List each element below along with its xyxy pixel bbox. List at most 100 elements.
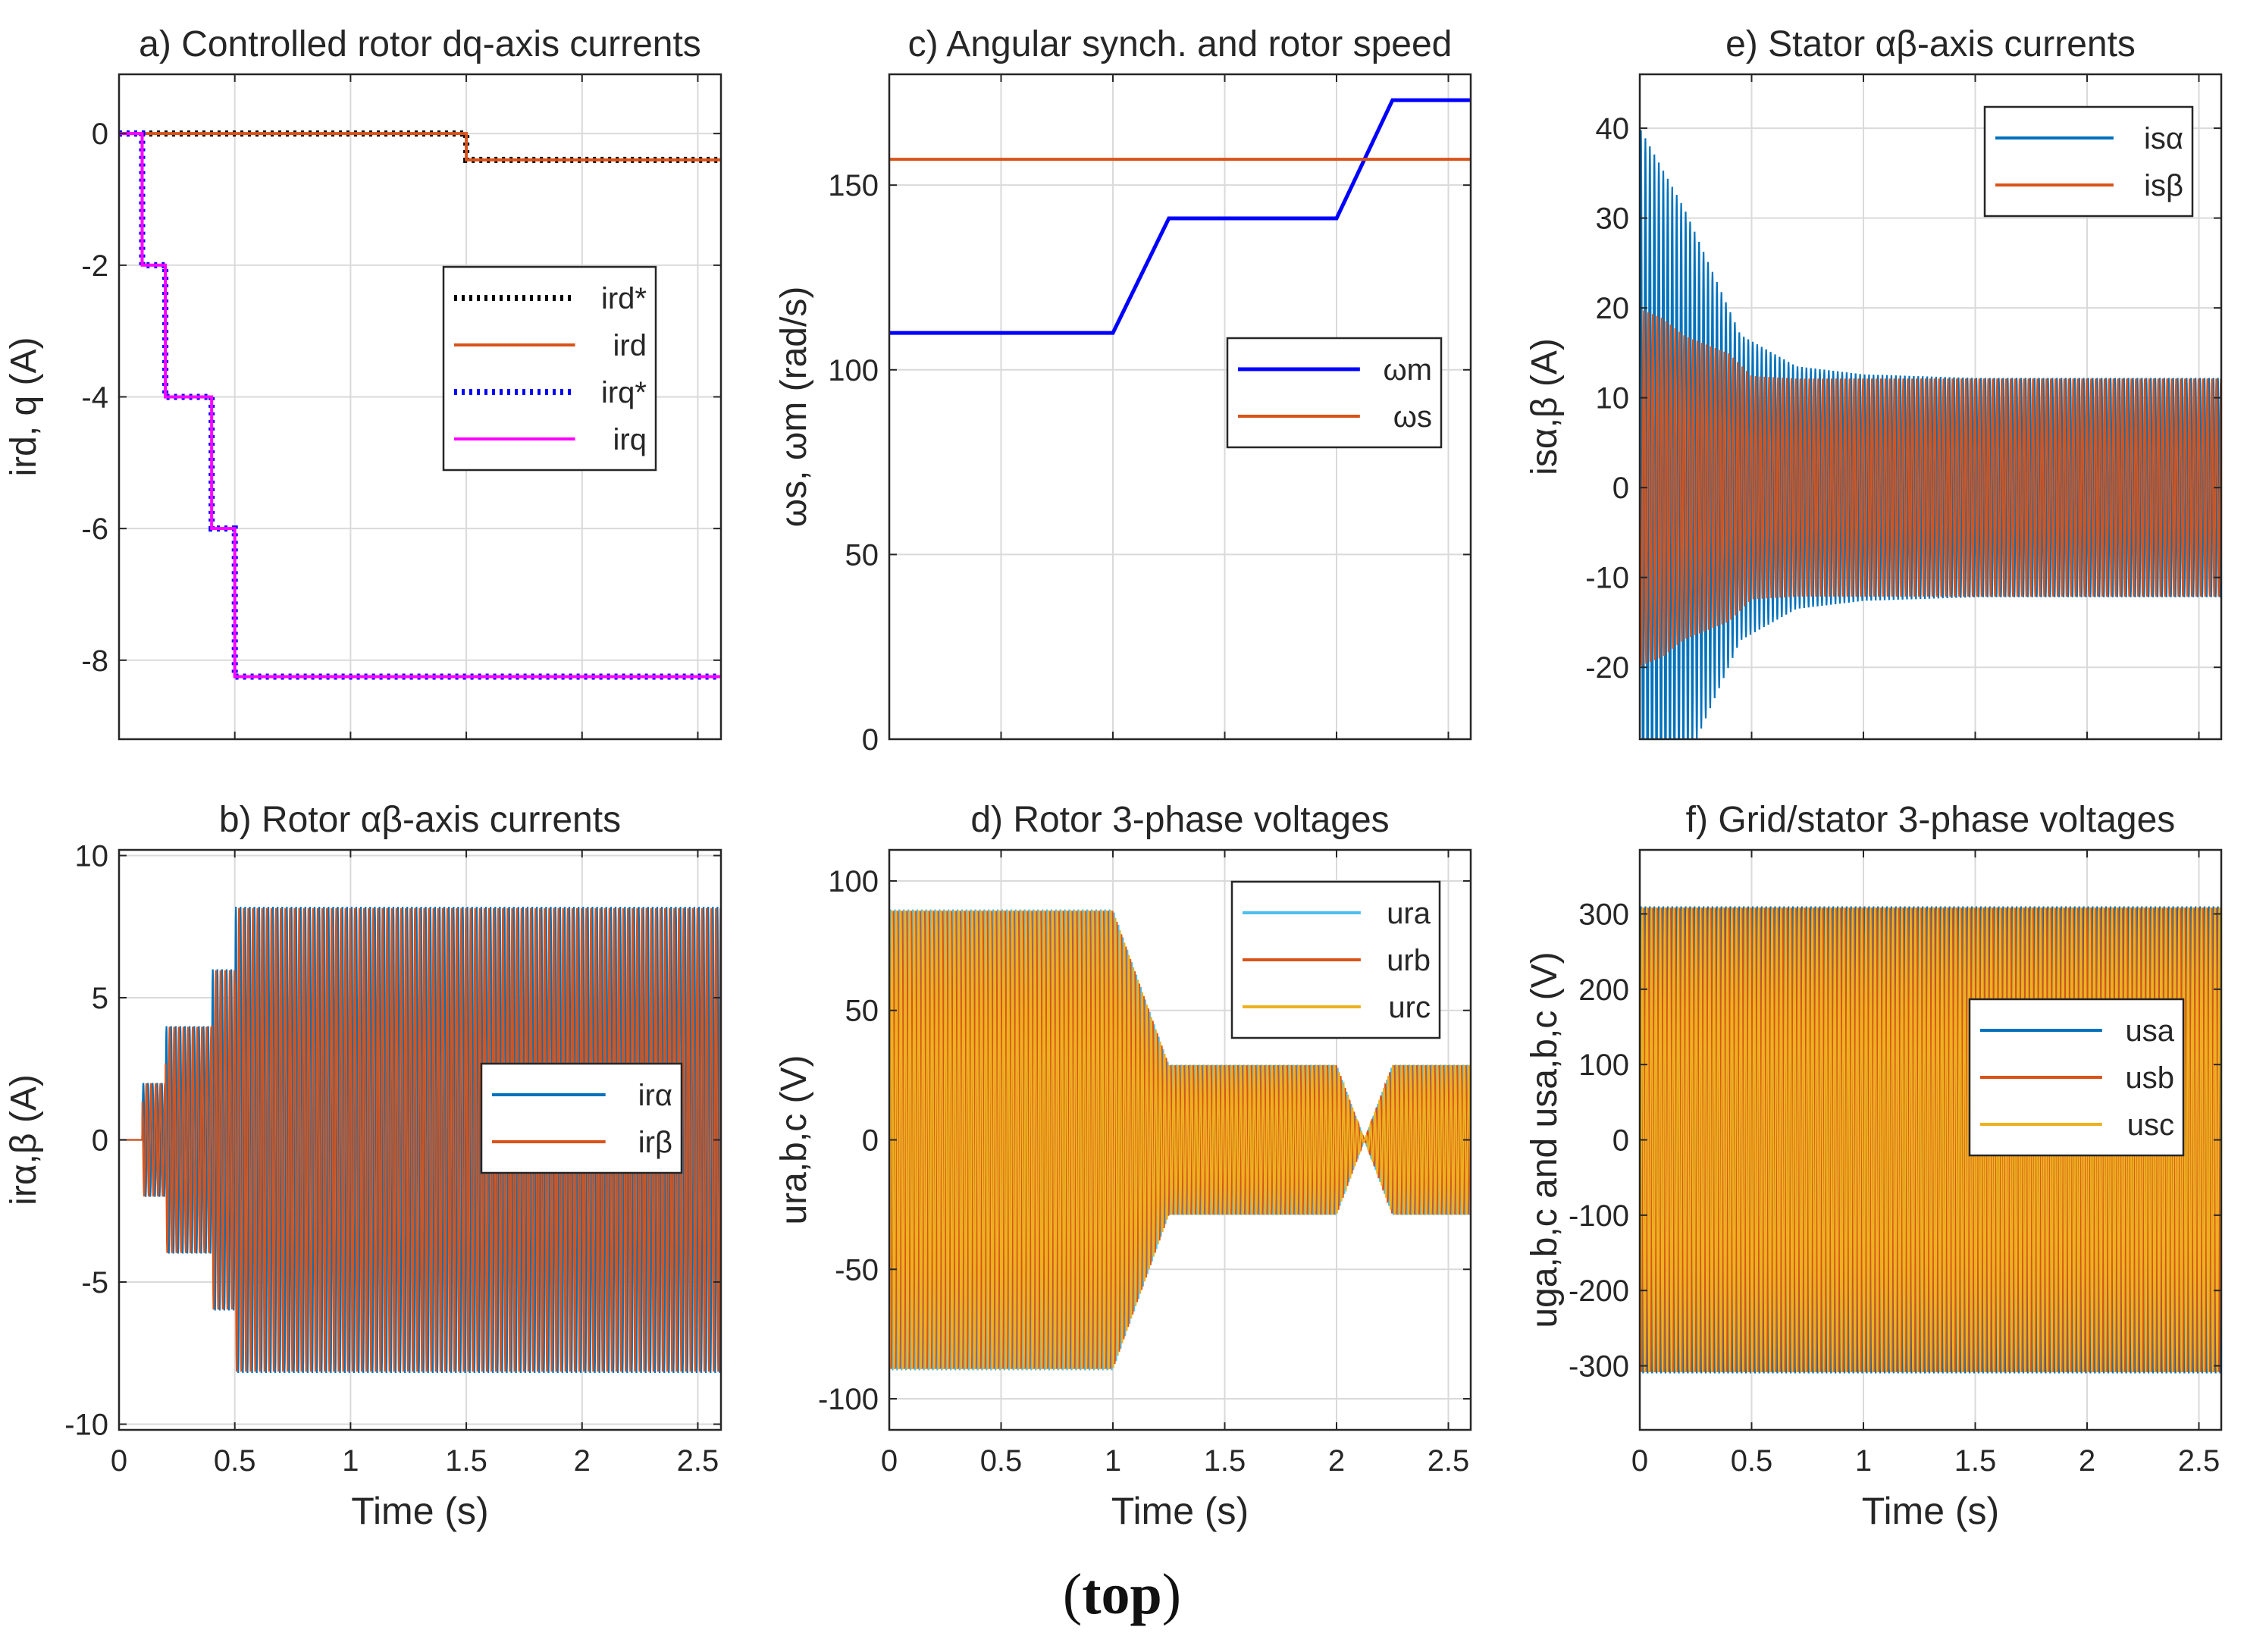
chart-title: c) Angular synch. and rotor speed (908, 24, 1453, 64)
legend-label: irq (613, 423, 647, 456)
x-tick-label: 0.5 (214, 1444, 256, 1478)
chart-title: b) Rotor αβ-axis currents (219, 800, 621, 840)
legend-label: isα (2144, 122, 2183, 155)
legend-label: usb (2126, 1061, 2175, 1095)
x-tick-label: 2 (574, 1444, 591, 1478)
y-tick-label: -20 (1585, 651, 1629, 685)
x-tick-label: 0 (1631, 1444, 1648, 1478)
y-tick-label: 0 (1612, 472, 1629, 505)
y-tick-label: -50 (835, 1253, 879, 1287)
x-tick-label: 0.5 (1731, 1444, 1773, 1478)
legend: ura urb urc (1230, 880, 1441, 1039)
axes-frame (118, 73, 722, 741)
y-tick-label: -6 (81, 513, 108, 546)
x-tick-label: 1.5 (1954, 1444, 1997, 1478)
y-tick-label: 100 (828, 865, 879, 898)
series-line-irβ (119, 908, 721, 1372)
chart-panel-a: 0 -2 -4 -6 -8 a) Controlled rotor dq-axis cur… (4, 24, 722, 741)
series-line-ird (119, 132, 721, 161)
x-tick-label: 1 (1105, 1444, 1121, 1478)
y-tick-label: 200 (1578, 973, 1629, 1007)
chart-title: d) Rotor 3-phase voltages (970, 800, 1389, 840)
y-axis-label: ωs, ωm (rad/s) (774, 287, 814, 528)
legend: ωm ωs (1226, 337, 1443, 449)
x-tick-label: 1.5 (445, 1444, 487, 1478)
y-tick-label: 40 (1596, 112, 1630, 146)
x-tick-label: 0.5 (980, 1444, 1023, 1478)
x-tick-label: 2.5 (2178, 1444, 2220, 1478)
x-axis-label: Time (s) (351, 1490, 488, 1532)
y-tick-label: -300 (1569, 1350, 1629, 1384)
y-axis-label: irα,β (A) (4, 1074, 44, 1205)
x-axis-label: Time (s) (1862, 1490, 1999, 1532)
y-tick-label: 0 (862, 723, 879, 757)
chart-panel-c: 0 50 100 150 c) Angular synch. and rotor spe… (774, 24, 1472, 757)
x-axis-label: Time (s) (1111, 1490, 1249, 1532)
y-tick-label: -100 (818, 1383, 879, 1416)
x-tick-label: 1 (342, 1444, 359, 1478)
y-tick-label: 5 (92, 982, 108, 1015)
legend-label: isβ (2144, 169, 2183, 202)
chart-panel-f: 0 0.5 1 1.5 2 2.5 300 200 100 0 -100 -200 -300 f) Gri… (1525, 800, 2223, 1532)
y-axis-label: isα,β (A) (1525, 338, 1565, 475)
legend-label: ωm (1383, 353, 1432, 387)
y-tick-label: 100 (1578, 1049, 1629, 1082)
series-line-ωm (889, 98, 1471, 335)
y-tick-label: 0 (1612, 1124, 1629, 1158)
legend-label: urc (1388, 991, 1431, 1024)
legend-label: ura (1387, 897, 1431, 930)
legend-box (480, 1062, 683, 1174)
y-tick-label: 10 (1596, 382, 1630, 415)
legend-label: ird (613, 329, 647, 362)
legend-box (1983, 105, 2194, 218)
figure-caption: (top) (1062, 1563, 1182, 1626)
series-line-urc (889, 910, 1471, 1370)
y-axis-label: uga,b,c and usa,b,c (V) (1525, 951, 1565, 1328)
legend-label: irα (638, 1079, 672, 1112)
y-tick-label: 100 (828, 354, 879, 387)
chart-panel-b: 0 0.5 1 1.5 2 2.5 10 5 0 -5 -10 b) Rotor αβ-axis cu… (4, 800, 722, 1532)
chart-title: f) Grid/stator 3-phase voltages (1686, 800, 2176, 840)
y-tick-label: 50 (845, 995, 879, 1028)
x-tick-label: 1 (1855, 1444, 1872, 1478)
legend: isα isβ (1983, 105, 2194, 218)
y-tick-label: -10 (1585, 562, 1629, 595)
x-tick-label: 2 (2079, 1444, 2095, 1478)
y-tick-label: -2 (81, 249, 108, 283)
legend: usa usb usc (1968, 998, 2185, 1157)
series-line-isβ (1640, 310, 2221, 666)
x-tick-label: 2 (1328, 1444, 1345, 1478)
y-axis-label: ird, q (A) (4, 337, 44, 476)
y-tick-label: -8 (81, 644, 108, 678)
y-tick-label: -200 (1569, 1274, 1629, 1308)
chart-panel-e: 40 30 20 10 0 -10 -20 e) Stator αβ-axis current… (1525, 24, 2223, 741)
legend-label: urb (1387, 944, 1431, 977)
chart-title: e) Stator αβ-axis currents (1725, 24, 2136, 64)
y-tick-label: 0 (862, 1124, 879, 1158)
y-tick-label: -100 (1569, 1199, 1629, 1233)
chart-panel-d: 0 0.5 1 1.5 2 2.5 100 50 0 -50 -100 d) Rotor 3-phas… (774, 800, 1472, 1532)
legend-label: irβ (638, 1126, 672, 1159)
y-tick-label: 0 (92, 1124, 108, 1158)
x-tick-label: 0 (881, 1444, 898, 1478)
legend: ird* ird irq* irq (442, 265, 657, 472)
legend-label: ωs (1393, 400, 1432, 434)
y-tick-label: 300 (1578, 898, 1629, 931)
y-tick-label: 10 (75, 840, 109, 873)
legend-label: irq* (601, 376, 647, 409)
y-axis-label: ura,b,c (V) (774, 1055, 814, 1224)
x-tick-label: 2.5 (677, 1444, 719, 1478)
x-tick-label: 2.5 (1428, 1444, 1470, 1478)
legend-label: usa (2126, 1014, 2175, 1048)
series-line-irq (119, 132, 721, 679)
y-tick-label: -10 (64, 1409, 108, 1442)
x-tick-label: 0 (111, 1444, 127, 1478)
chart-title: a) Controlled rotor dq-axis currents (139, 24, 701, 64)
y-tick-label: 0 (92, 118, 108, 151)
y-tick-label: 20 (1596, 292, 1630, 325)
y-tick-label: 150 (828, 169, 879, 202)
y-tick-label: -5 (81, 1266, 108, 1299)
legend-box (1226, 337, 1443, 449)
x-tick-label: 1.5 (1204, 1444, 1246, 1478)
